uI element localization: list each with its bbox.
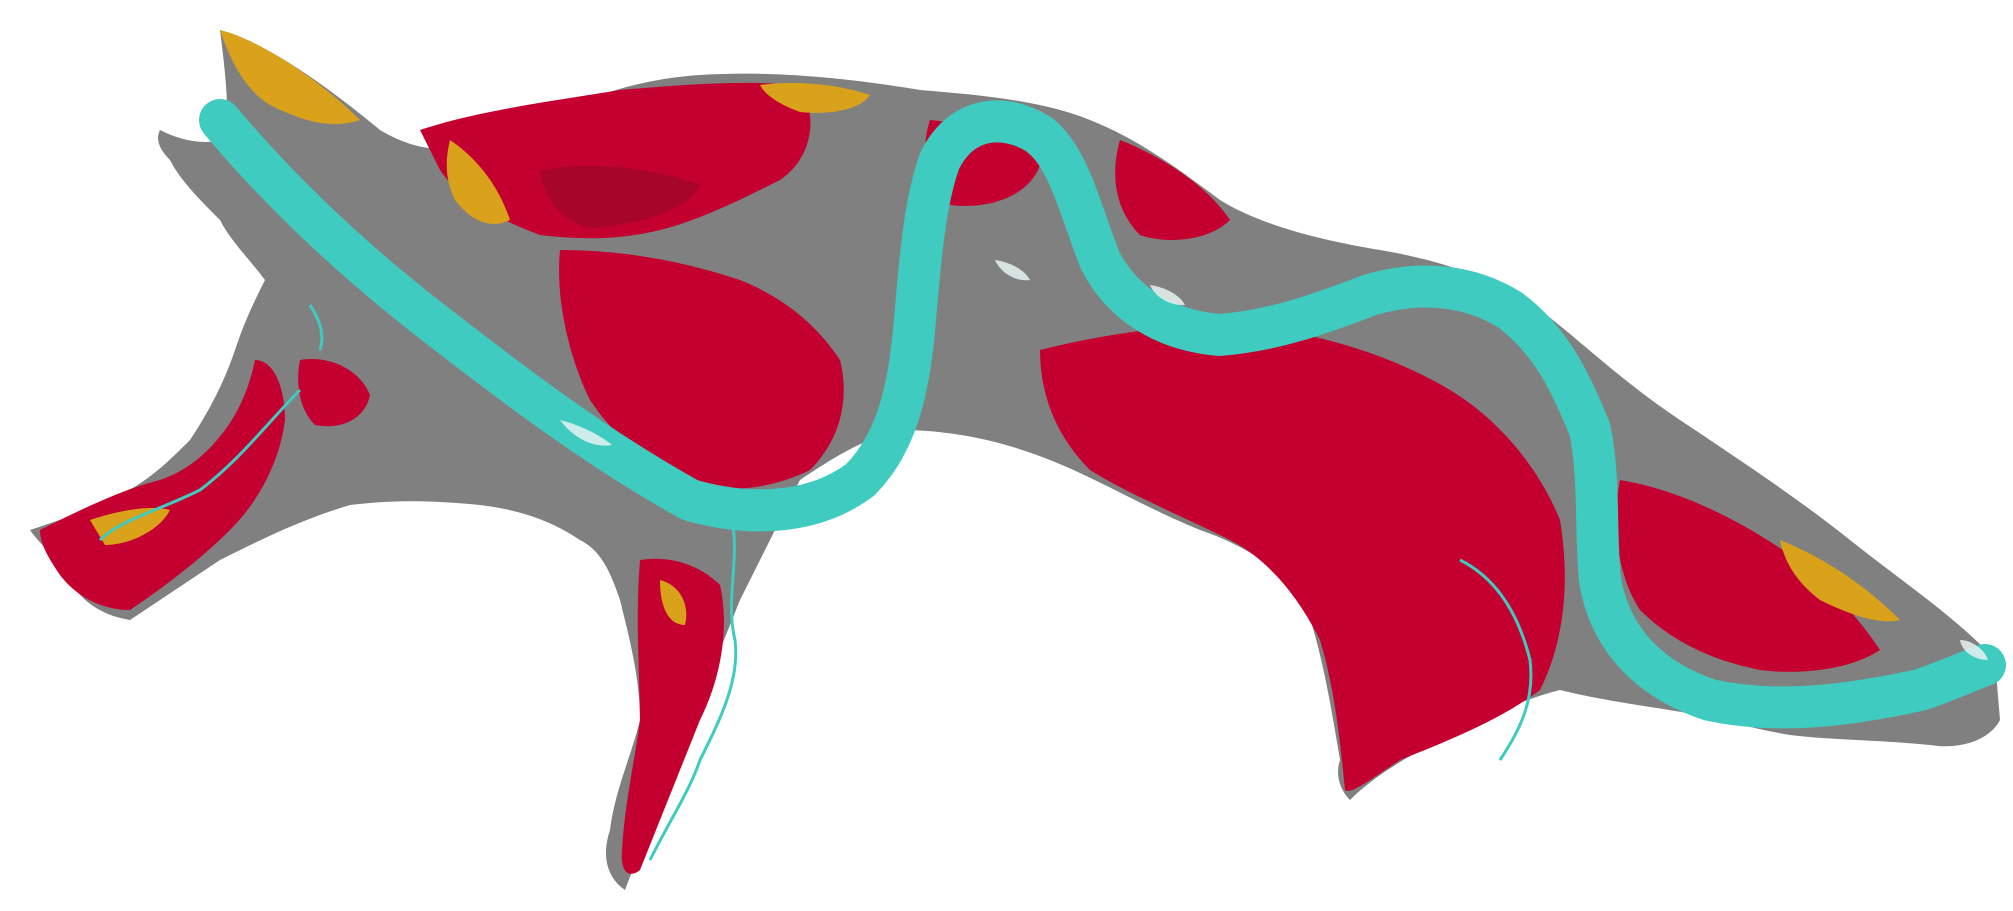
sparse-vegetation-patch [90,508,170,545]
vegetation-patch [40,360,285,610]
vegetation-patch [298,359,370,427]
sand-bar [560,420,612,446]
sand-bar [1960,640,1988,660]
sand-bar-layer [560,260,1988,660]
sparse-vegetation-patch [220,30,360,125]
sparse-vegetation-patch [1780,540,1900,622]
vegetation-patch [559,250,844,489]
vegetation-patch [621,558,724,874]
tributary [1459,558,1533,761]
vegetation-patch [1359,720,1391,780]
tributary [98,388,302,542]
vegetation-patch [540,165,700,228]
river-channel [199,99,2006,729]
vegetation-patch [1040,326,1565,791]
sparse-vegetation-patch [446,140,510,224]
sand-bar [995,260,1030,281]
sparse-vegetation-patch [760,83,870,113]
sparse-vegetation-layer [90,30,1900,625]
vegetation-patch [420,82,811,239]
tributary-layer [98,304,1533,861]
dense-vegetation-layer [40,82,1880,874]
tributary [308,304,324,351]
tributary [648,519,738,861]
vegetation-patch [1115,140,1230,240]
sand-bar [1150,285,1185,306]
vegetation-patch [1616,480,1880,672]
sparse-vegetation-patch [660,580,687,625]
